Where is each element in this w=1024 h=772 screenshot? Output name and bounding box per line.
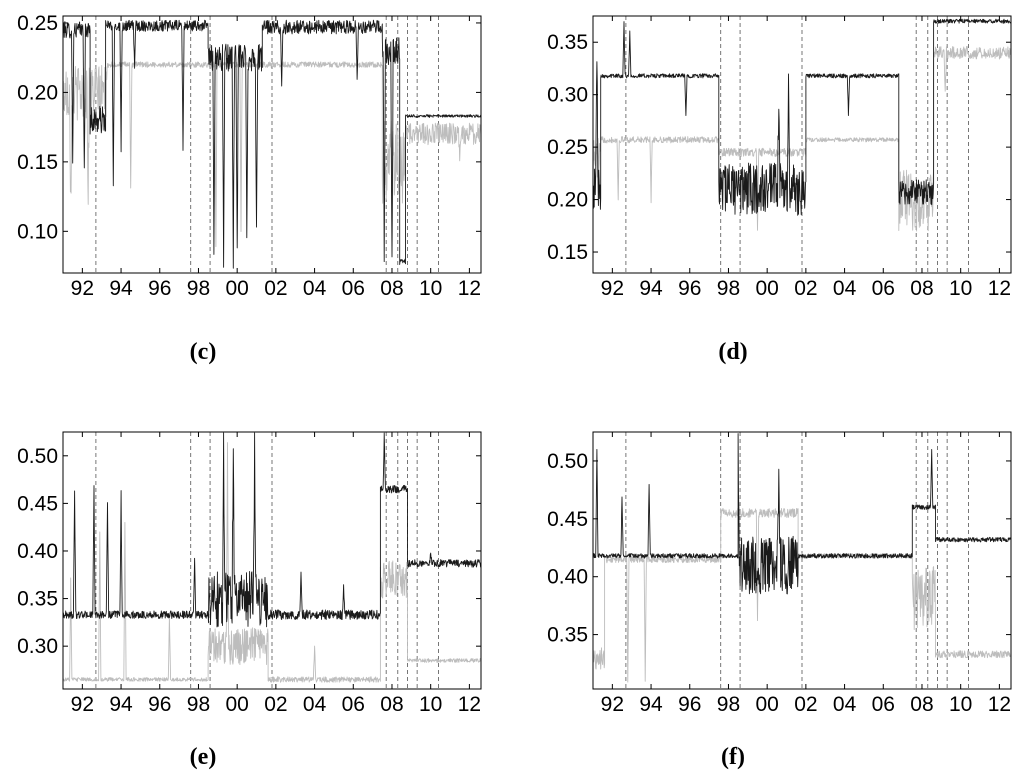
x-tick-label: 02 [794, 277, 817, 300]
x-tick-label: 92 [601, 277, 624, 300]
x-tick-label: 10 [419, 693, 442, 716]
plot-area [593, 432, 1011, 689]
x-tick-label: 08 [380, 693, 403, 716]
plot-area [593, 16, 1011, 273]
axes-frame [62, 431, 482, 690]
x-tick-label: 04 [833, 693, 857, 716]
x-tick-label: 92 [601, 693, 624, 716]
y-tick-label: 0.35 [547, 31, 588, 54]
series-line [593, 46, 1011, 232]
x-tick-label: 08 [910, 693, 933, 716]
x-tick-label: 08 [380, 277, 403, 300]
chart-panel-e: 92 94 96 98 00 02 04 06 08 10 12 0.300.350.400.450… [17, 431, 482, 770]
x-tick-label: 96 [678, 693, 701, 716]
x-tick-label: 96 [148, 693, 171, 716]
x-tick-label: 02 [264, 693, 287, 716]
y-tick-label: 0.20 [547, 189, 588, 212]
plot-area [63, 16, 481, 273]
x-tick-label: 10 [949, 693, 972, 716]
y-tick-label: 0.15 [17, 151, 58, 174]
x-tick-label: 04 [303, 277, 327, 300]
panel-caption: (e) [190, 744, 217, 770]
x-tick-label: 12 [458, 693, 481, 716]
x-tick-label: 04 [833, 277, 857, 300]
axes-frame [592, 15, 1012, 274]
y-tick-label: 0.40 [547, 566, 588, 589]
x-tick-label: 94 [639, 693, 663, 716]
y-tick-label: 0.10 [17, 220, 58, 243]
series-line [593, 18, 1011, 216]
y-axis: 0.10 0.15 0.20 0.25 [17, 12, 481, 243]
x-tick-label: 94 [639, 277, 663, 300]
chart-panel-d: 92 94 96 98 00 02 04 06 08 10 12 0.150.200.250.300… [547, 15, 1012, 365]
series-line [63, 19, 481, 269]
x-axis: 92 94 96 98 00 02 04 06 08 10 12 [601, 16, 1011, 300]
panel-caption: (f) [721, 744, 745, 770]
y-tick-label: 0.50 [547, 450, 588, 473]
x-tick-label: 10 [419, 277, 442, 300]
panel-caption: (d) [718, 339, 747, 365]
chart-panel-c: 92 94 96 98 00 02 04 06 08 10 12 0.100.150.200.25 … [17, 12, 482, 365]
panel-caption: (c) [190, 339, 217, 365]
y-tick-label: 0.50 [17, 445, 58, 468]
x-tick-label: 12 [458, 277, 481, 300]
y-tick-label: 0.25 [17, 12, 58, 35]
y-tick-label: 0.30 [547, 84, 588, 107]
x-tick-label: 98 [717, 277, 740, 300]
x-tick-label: 92 [71, 277, 94, 300]
x-tick-label: 00 [225, 277, 248, 300]
y-tick-label: 0.20 [17, 81, 58, 104]
x-tick-label: 94 [109, 277, 133, 300]
x-tick-label: 00 [755, 277, 778, 300]
plot-area [63, 432, 481, 689]
x-tick-label: 02 [264, 277, 287, 300]
x-tick-label: 08 [910, 277, 933, 300]
x-tick-label: 98 [717, 693, 740, 716]
x-axis: 92 94 96 98 00 02 04 06 08 10 12 [601, 432, 1011, 716]
x-tick-label: 06 [872, 277, 895, 300]
y-axis: 0.35 0.40 0.45 0.50 [547, 450, 1011, 647]
x-tick-label: 12 [988, 693, 1011, 716]
series-line [63, 442, 481, 683]
y-axis: 0.15 0.20 0.25 0.30 0.35 [547, 31, 1011, 264]
x-axis: 92 94 96 98 00 02 04 06 08 10 12 [71, 432, 481, 716]
y-tick-label: 0.35 [547, 624, 588, 647]
y-tick-label: 0.30 [17, 635, 58, 658]
x-tick-label: 04 [303, 693, 327, 716]
x-tick-label: 10 [949, 277, 972, 300]
y-tick-label: 0.45 [17, 492, 58, 515]
series-line [63, 432, 481, 628]
series-line [63, 61, 481, 248]
y-tick-label: 0.15 [547, 241, 588, 264]
y-axis: 0.30 0.35 0.40 0.45 0.50 [17, 445, 481, 658]
axes-frame [62, 15, 482, 274]
y-tick-label: 0.45 [547, 508, 588, 531]
x-tick-label: 96 [148, 277, 171, 300]
x-tick-label: 96 [678, 277, 701, 300]
x-tick-label: 00 [225, 693, 248, 716]
x-tick-label: 06 [872, 693, 895, 716]
chart-panel-f: 92 94 96 98 00 02 04 06 08 10 12 0.350.400.450.50 … [547, 431, 1012, 770]
x-axis: 92 94 96 98 00 02 04 06 08 10 12 [71, 16, 481, 300]
x-tick-label: 94 [109, 693, 133, 716]
x-tick-label: 98 [187, 277, 210, 300]
x-tick-label: 12 [988, 277, 1011, 300]
y-tick-label: 0.25 [547, 136, 588, 159]
x-tick-label: 06 [342, 277, 365, 300]
x-tick-label: 02 [794, 693, 817, 716]
x-tick-label: 00 [755, 693, 778, 716]
axes-frame [592, 431, 1012, 690]
y-tick-label: 0.40 [17, 540, 58, 563]
x-tick-label: 98 [187, 693, 210, 716]
x-tick-label: 06 [342, 693, 365, 716]
x-tick-label: 92 [71, 693, 94, 716]
y-tick-label: 0.35 [17, 588, 58, 611]
series-line [593, 433, 1011, 595]
